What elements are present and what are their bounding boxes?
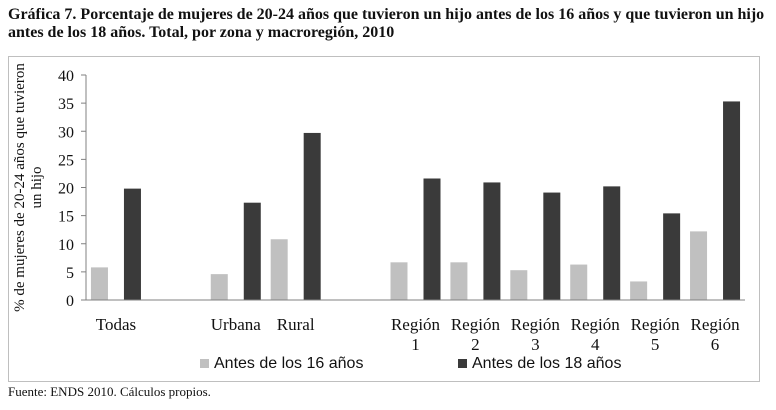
chart-frame bbox=[8, 56, 760, 382]
y-tick-label: 15 bbox=[58, 209, 74, 226]
bar-antes-18 bbox=[603, 186, 621, 300]
bar-antes-16 bbox=[690, 231, 708, 300]
bar-antes-18 bbox=[723, 101, 741, 300]
x-tick-label: Región 4 bbox=[571, 315, 621, 354]
bar-antes-18 bbox=[423, 178, 441, 300]
bar-antes-18 bbox=[123, 188, 141, 300]
x-tick-label: Urbana bbox=[211, 315, 261, 334]
y-tick-label: 20 bbox=[58, 181, 74, 198]
bar-antes-18 bbox=[243, 202, 261, 300]
bar-antes-18 bbox=[483, 182, 501, 300]
bar-antes-18 bbox=[543, 192, 561, 300]
legend-label: Antes de los 18 años bbox=[472, 355, 621, 372]
legend-swatch bbox=[200, 359, 209, 368]
y-axis-label: % de mujeres de 20-24 años que tuvieronu… bbox=[12, 63, 45, 312]
y-tick-label: 25 bbox=[58, 152, 74, 169]
bar-antes-16 bbox=[270, 239, 288, 300]
x-tick-label: Región 3 bbox=[511, 315, 561, 354]
x-tick-label: Todas bbox=[96, 315, 136, 334]
x-tick-label: Región 5 bbox=[631, 315, 681, 354]
x-tick-label: Rural bbox=[277, 315, 315, 334]
chart-title: Gráfica 7. Porcentaje de mujeres de 20-2… bbox=[8, 6, 765, 41]
source-note: Fuente: ENDS 2010. Cálculos propios. bbox=[8, 384, 211, 399]
y-tick-label: 10 bbox=[58, 237, 74, 254]
y-tick-label: 5 bbox=[66, 265, 74, 282]
y-axis-ticks: 0 5 10 15 20 25 30 35 40 bbox=[58, 68, 86, 310]
x-tick-label: Región 1 bbox=[391, 315, 441, 354]
bar-antes-16 bbox=[390, 262, 408, 300]
bar-antes-16 bbox=[90, 267, 108, 300]
y-tick-label: 0 bbox=[66, 293, 74, 310]
y-tick-label: 30 bbox=[58, 124, 74, 141]
bars bbox=[90, 101, 741, 300]
bar-antes-16 bbox=[570, 264, 588, 300]
bar-chart: % de mujeres de 20-24 años que tuvieronu… bbox=[12, 63, 745, 372]
bar-antes-16 bbox=[210, 274, 228, 300]
x-tick-label: Región 6 bbox=[690, 315, 740, 354]
x-tick-label: Región 2 bbox=[451, 315, 501, 354]
bar-antes-18 bbox=[303, 132, 321, 300]
bar-antes-16 bbox=[510, 270, 528, 300]
y-tick-label: 35 bbox=[58, 96, 74, 113]
legend-swatch bbox=[458, 359, 467, 368]
y-axis-title: % de mujeres de 20-24 años que tuvieronu… bbox=[12, 63, 45, 312]
bar-antes-18 bbox=[663, 213, 681, 300]
x-axis-labels: Todas Urbana Rural Región 1 Región 2 Región 3 Reg… bbox=[96, 315, 740, 354]
y-tick-label: 40 bbox=[58, 68, 74, 85]
bar-antes-16 bbox=[450, 262, 468, 300]
legend-label: Antes de los 16 años bbox=[214, 355, 363, 372]
legend: Antes de los 16 años Antes de los 18 años bbox=[200, 355, 621, 372]
bar-antes-16 bbox=[630, 281, 648, 300]
